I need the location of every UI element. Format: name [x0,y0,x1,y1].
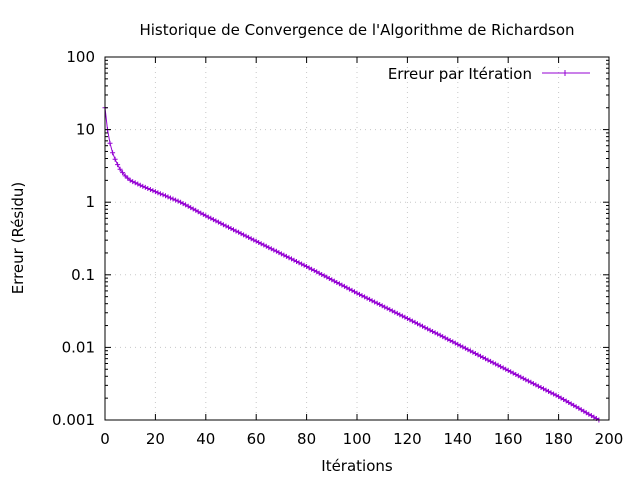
data-point-marker [586,411,592,417]
data-point-marker [485,357,491,363]
y-tick-label: 0.001 [52,411,95,429]
data-point-marker [147,187,153,192]
data-point-marker [321,273,327,279]
x-tick-label: 160 [494,430,523,448]
data-point-marker [573,404,579,410]
data-point-marker [115,162,121,168]
y-tick-label: 0.01 [62,338,95,356]
data-point-marker [150,188,156,194]
y-axis-label: Erreur (Résidu) [9,182,27,295]
data-point-marker [447,338,453,343]
y-tick-label: 0.1 [71,266,95,284]
data-point-marker [397,312,403,318]
plot-frame [104,56,610,421]
x-tick-label: 0 [100,430,110,448]
y-tick-label: 100 [66,48,95,66]
data-point-marker [309,266,315,272]
data-point-marker [384,305,390,311]
chart-title: Historique de Convergence de l'Algorithm… [139,21,574,39]
x-tick-label: 120 [393,430,422,448]
data-point-marker [409,318,415,324]
data-point-marker [548,390,554,396]
data-point-marker [157,191,163,197]
data-point-marker [165,194,171,200]
data-point-marker [359,293,365,299]
data-point-marker [160,192,166,198]
y-tick-label: 10 [76,121,95,139]
data-point-marker [195,209,201,215]
data-point-marker [296,260,302,266]
legend-label: Erreur par Itération [388,65,532,83]
y-tick-label: 1 [85,193,95,211]
x-tick-label: 180 [544,430,573,448]
data-point-marker [422,325,428,331]
data-point-marker [334,280,340,285]
data-point-marker [246,234,252,240]
data-point-marker [163,193,168,199]
data-point-marker [120,170,126,176]
data-point-marker [125,175,131,181]
data-point-marker [132,180,138,186]
data-point-marker [233,228,239,234]
data-point-marker [112,156,118,162]
x-axis-label: Itérations [321,457,393,475]
data-point-marker [498,364,504,370]
data-point-marker [117,166,123,172]
data-point-marker [122,173,128,179]
axis-ticks: 0 20 40 60 80 100 120 140 160 180 200 0.001 0.01 0.1 1… [52,48,623,448]
data-point-marker [510,370,516,376]
data-point-marker [110,150,116,156]
data-point-marker [472,351,478,356]
data-point-marker [435,331,441,337]
data-point-marker [183,202,189,208]
data-point-marker [258,241,264,247]
data-point-marker [137,182,143,188]
x-tick-label: 60 [247,430,266,448]
data-point-marker [107,140,113,146]
x-tick-label: 140 [443,430,472,448]
data-point-marker [168,195,173,201]
data-point-marker [561,397,567,402]
data-point-marker [175,198,181,204]
data-point-marker [460,344,466,350]
data-point-marker [142,184,148,190]
series-line [104,107,600,421]
data-point-marker [140,183,146,189]
grid [105,57,609,420]
data-point-marker [155,190,161,196]
data-point-marker [135,181,141,187]
legend: Erreur par Itération [388,65,590,83]
series-layer [102,105,602,423]
data-point-marker [173,197,179,203]
data-point-marker [372,299,378,305]
data-point-marker [152,189,158,195]
x-tick-label: 200 [595,430,624,448]
data-point-marker [283,253,289,259]
data-point-marker [208,215,214,221]
data-point-marker [145,186,151,191]
data-point-marker [271,247,277,253]
x-tick-label: 40 [196,430,215,448]
x-tick-label: 80 [297,430,316,448]
data-point-marker [535,383,541,389]
data-point-marker [523,377,529,383]
data-point-marker [220,222,226,228]
x-tick-label: 100 [343,430,372,448]
data-point-marker [170,196,176,202]
x-tick-label: 20 [146,430,165,448]
legend-marker [562,70,568,76]
data-point-marker [346,286,352,292]
